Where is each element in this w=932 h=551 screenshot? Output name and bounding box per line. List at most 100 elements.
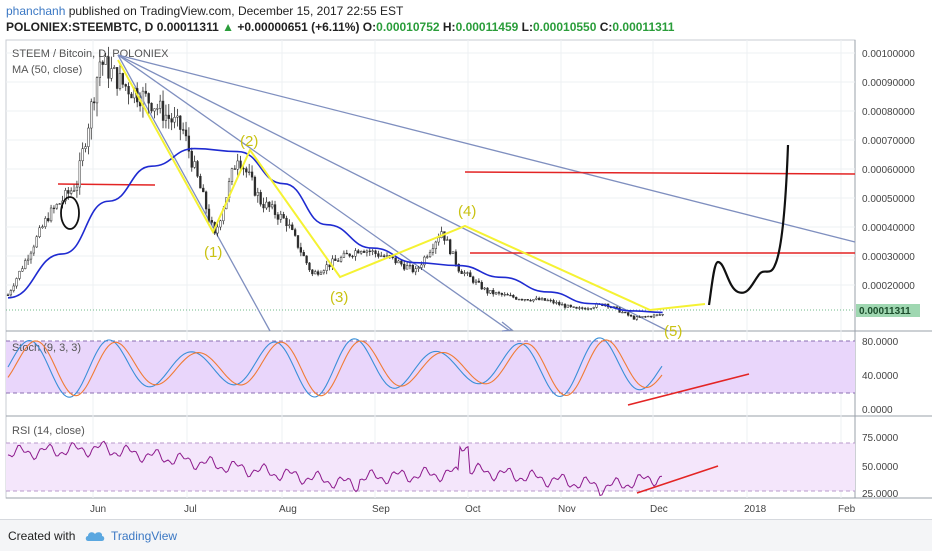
candle-body (552, 300, 555, 304)
candle-body (173, 117, 176, 123)
candle-body (26, 258, 30, 261)
candle-body (64, 190, 67, 202)
candle-body (41, 226, 44, 229)
candle-body (420, 264, 423, 268)
candle-body (578, 307, 581, 309)
candle-body (204, 191, 208, 210)
rsi-line (7, 440, 663, 497)
candle-body (233, 168, 236, 170)
trend-line[interactable] (117, 54, 669, 332)
candle-body (403, 263, 406, 270)
candle-body (526, 299, 529, 301)
candle-body (127, 86, 130, 95)
candle-body (159, 100, 162, 109)
candle-body (9, 290, 13, 296)
candle-body (380, 255, 383, 257)
candle-body (592, 307, 595, 309)
candle-body (110, 68, 113, 79)
wave-label: (5) (664, 323, 682, 340)
chart-frame (5, 39, 856, 499)
price-axis: 0.00100000 0.00090000 0.00080000 0.00070… (862, 49, 915, 500)
created-with-label: Created with (8, 529, 76, 543)
candle-body (285, 217, 288, 227)
trend-line[interactable] (117, 54, 511, 332)
candle-body (474, 280, 478, 283)
candle-body (661, 313, 664, 316)
candle-body (38, 227, 41, 238)
x-tick-label: Aug (279, 504, 297, 515)
candle-body (308, 262, 311, 271)
rsi-band (6, 443, 855, 491)
time-axis: Jun Jul Aug Sep Oct Nov Dec 2018 Feb (90, 504, 856, 515)
candle-body (382, 255, 386, 257)
candle-body (434, 241, 437, 250)
candle-body (230, 168, 234, 182)
candle-body (273, 204, 277, 215)
candle-body (296, 235, 300, 248)
trend-line[interactable] (117, 54, 856, 243)
author-link[interactable]: phanchanh (6, 4, 66, 18)
candle-body (49, 207, 53, 222)
candle-body (153, 108, 156, 112)
stoch-divergence-line[interactable] (627, 373, 750, 406)
wave-labels: (1) (2) (3) (4) (5) (204, 133, 682, 340)
candle-body (431, 248, 435, 253)
candle-body (52, 207, 56, 210)
y-tick-label: 0.00080000 (862, 107, 915, 118)
gridlines (6, 40, 855, 498)
candle-body (47, 218, 50, 222)
chart-canvas[interactable]: STEEM / Bitcoin, D, POLONIEX MA (50, clo… (0, 0, 932, 519)
resistance-line[interactable] (464, 171, 856, 175)
resistance-line[interactable] (57, 183, 156, 186)
candle-body (167, 114, 170, 119)
candle-body (339, 256, 343, 262)
candle-body (170, 118, 173, 123)
projection-drawing[interactable] (707, 144, 790, 306)
candle-body (282, 214, 285, 219)
candle-body (377, 253, 380, 257)
x-tick-label: Dec (650, 504, 668, 515)
candle-body (115, 67, 119, 89)
elliott-wave[interactable] (117, 59, 706, 312)
symbol-label: POLONIEX:STEEMBTC, D (6, 20, 154, 34)
y-tick-label: 0.00070000 (862, 136, 915, 147)
candle-body (6, 294, 10, 296)
candle-body (532, 299, 535, 302)
y-tick-label: 0.00050000 (862, 194, 915, 205)
candle-body (196, 161, 199, 177)
candle-body (463, 272, 466, 274)
candle-body (15, 278, 18, 287)
candle-body (555, 302, 558, 304)
stoch-d-line (7, 339, 663, 397)
last-price-tag (856, 304, 920, 317)
candle-body (632, 315, 636, 320)
open-value: 0.00010752 (376, 20, 440, 34)
candle-body (164, 114, 168, 121)
candle-body (354, 250, 357, 257)
x-tick-label: Jul (184, 504, 197, 515)
candle-body (98, 61, 102, 78)
rsi-label: RSI (14, close) (12, 425, 85, 437)
candle-body (279, 214, 282, 220)
candle-body (483, 287, 486, 290)
candle-body (130, 93, 133, 99)
candle-body (371, 250, 374, 252)
candle-body (405, 265, 409, 270)
candle-body (113, 67, 116, 69)
resistance-lines[interactable] (57, 171, 856, 254)
candle-body (305, 255, 308, 264)
candle-body (385, 255, 389, 257)
candle-body (345, 252, 348, 255)
candlesticks (6, 46, 664, 321)
candle-body (325, 264, 328, 271)
candle-body (374, 250, 377, 254)
tradingview-link[interactable]: TradingView (111, 529, 178, 543)
candle-body (250, 171, 254, 178)
candle-body (253, 176, 257, 196)
x-tick-label: Oct (465, 504, 481, 515)
candle-body (397, 260, 400, 264)
candle-body (55, 204, 58, 209)
candle-body (150, 102, 153, 112)
candle-body (316, 271, 320, 275)
rsi-divergence-line[interactable] (636, 465, 719, 494)
